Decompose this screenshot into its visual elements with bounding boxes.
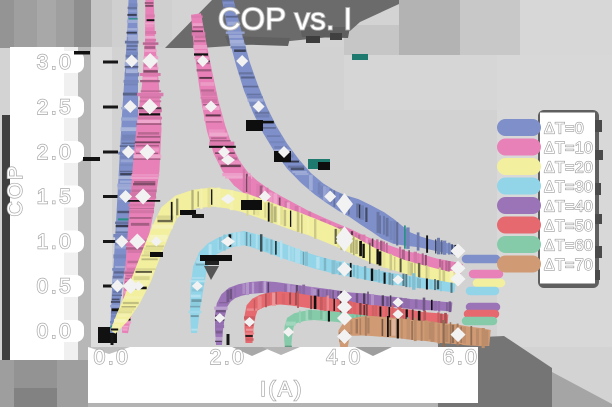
svg-text:2.0: 2.0	[37, 141, 74, 164]
svg-text:ΔT=10: ΔT=10	[544, 140, 593, 157]
svg-text:4.0: 4.0	[326, 346, 363, 369]
svg-text:ΔT=20: ΔT=20	[544, 159, 593, 176]
svg-text:ΔT=40: ΔT=40	[544, 198, 593, 215]
svg-text:2.0: 2.0	[210, 346, 247, 369]
svg-text:ΔT=70: ΔT=70	[544, 257, 593, 274]
svg-text:0.5: 0.5	[37, 275, 74, 298]
svg-text:3.0: 3.0	[37, 51, 74, 74]
svg-text:0.0: 0.0	[94, 346, 131, 369]
svg-text:ΔT=60: ΔT=60	[544, 237, 593, 254]
svg-text:6.0: 6.0	[443, 346, 480, 369]
svg-text:ΔT=50: ΔT=50	[544, 218, 593, 235]
svg-text:COP vs. I: COP vs. I	[218, 1, 352, 37]
svg-text:ΔT=30: ΔT=30	[544, 179, 593, 196]
svg-text:1.5: 1.5	[37, 186, 74, 209]
svg-text:1.0: 1.0	[37, 231, 74, 254]
svg-text:2.5: 2.5	[37, 96, 74, 119]
svg-text:I(A): I(A)	[260, 378, 304, 401]
svg-text:0.0: 0.0	[37, 320, 74, 343]
svg-text:COP: COP	[4, 163, 27, 216]
svg-text:ΔT=0: ΔT=0	[544, 120, 584, 137]
